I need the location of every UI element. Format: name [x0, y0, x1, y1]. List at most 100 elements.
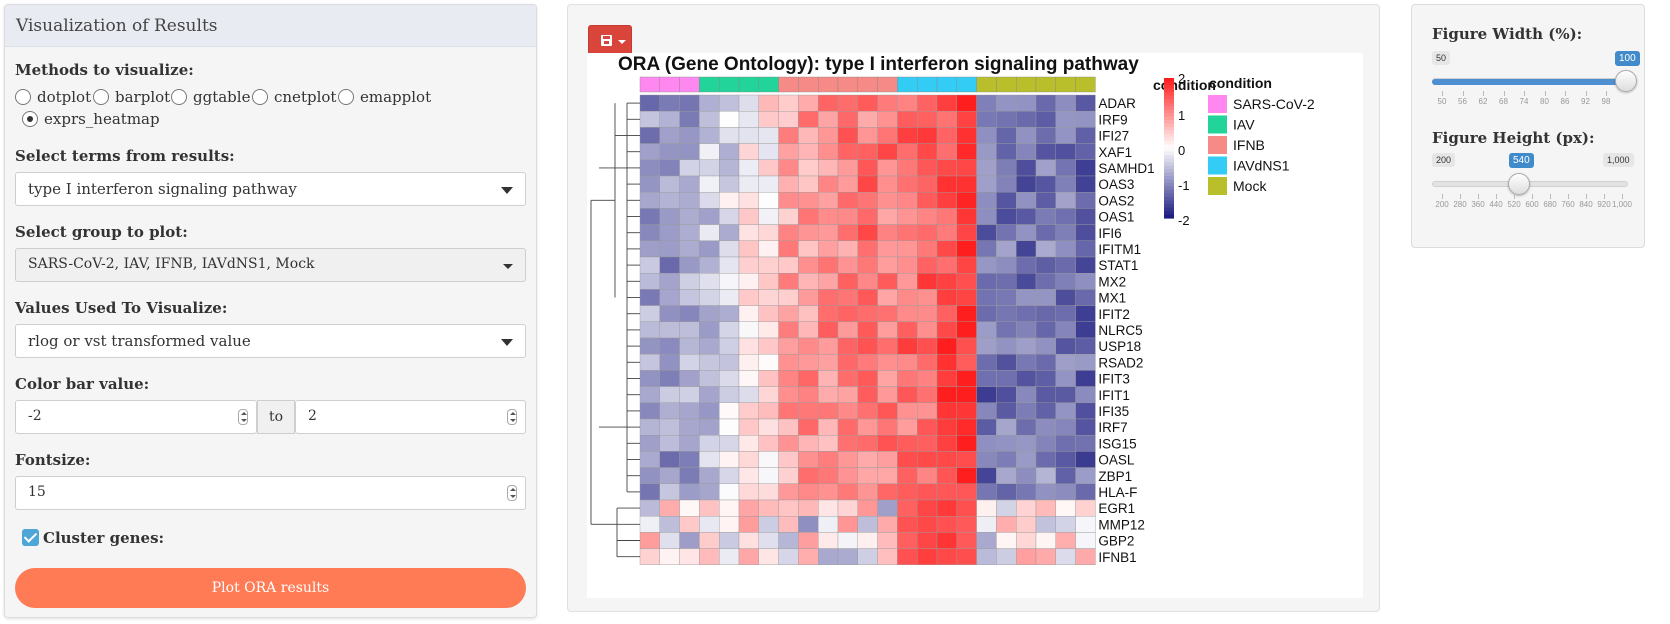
- heatmap-cell: [956, 159, 977, 177]
- radio-barplot[interactable]: barplot: [93, 88, 170, 106]
- heatmap-cell: [1035, 435, 1056, 452]
- caret-down-icon: [501, 187, 513, 194]
- slider-tick-label: 80: [1540, 97, 1549, 106]
- heatmap-cell: [936, 240, 957, 258]
- spinner-icon[interactable]: [238, 409, 248, 425]
- heatmap-cell: [917, 94, 938, 112]
- values-select[interactable]: rlog or vst transformed value: [15, 324, 526, 358]
- heatmap-cell: [817, 516, 839, 533]
- width-slider-handle[interactable]: [1615, 70, 1637, 92]
- heatmap-cell: [1055, 175, 1076, 193]
- color-scale-bar: 2 1 0 -1 -2: [1164, 71, 1190, 228]
- heatmap-cell: [699, 499, 720, 517]
- heatmap-cell: [778, 208, 799, 225]
- radio-cnetplot[interactable]: cnetplot: [252, 88, 336, 106]
- heatmap-cell: [956, 548, 977, 566]
- slider-tick: [1462, 91, 1464, 96]
- heatmap-cell: [996, 402, 1017, 420]
- fontsize-input[interactable]: 15: [15, 476, 526, 510]
- caret-down-icon: [503, 264, 513, 269]
- colorbar-to-label: to: [257, 400, 295, 434]
- radio-circle[interactable]: [15, 89, 31, 105]
- radio-ggtable[interactable]: ggtable: [171, 88, 250, 106]
- spinner-icon[interactable]: [507, 485, 517, 501]
- heatmap-cell: [917, 467, 938, 485]
- heatmap-cell: [1016, 451, 1037, 468]
- heatmap-cell: [659, 467, 680, 485]
- slider-tick: [1585, 91, 1587, 96]
- heatmap-cell: [857, 256, 878, 274]
- slider-tick: [1544, 91, 1546, 96]
- heatmap-cell: [956, 354, 977, 371]
- slider-tick-label: 74: [1519, 97, 1529, 106]
- slider-tick-label: 920: [1597, 200, 1611, 209]
- heatmap-cell: [817, 191, 839, 209]
- slider-tick: [1550, 194, 1551, 199]
- heatmap-cell: [1016, 516, 1037, 533]
- heatmap-cell: [857, 159, 878, 177]
- plot-ora-button[interactable]: Plot ORA results: [15, 568, 526, 608]
- heatmap-cell: [956, 451, 977, 468]
- heatmap-cell: [758, 370, 779, 387]
- radio-exprs-heatmap[interactable]: exprs_heatmap: [22, 110, 160, 128]
- caret-down-icon: [501, 339, 513, 346]
- cluster-genes-checkbox[interactable]: [22, 529, 39, 546]
- heatmap-cell: [897, 240, 918, 258]
- spinner-icon[interactable]: [507, 409, 517, 425]
- group-select[interactable]: SARS-CoV-2, IAV, IFNB, IAVdNS1, Mock: [15, 248, 526, 282]
- heatmap-cell: [956, 370, 977, 387]
- heatmap-cell: [679, 94, 700, 112]
- heatmap-cell: [837, 451, 858, 468]
- heatmap-cell: [857, 483, 878, 501]
- terms-select[interactable]: type I interferon signaling pathway: [15, 172, 526, 206]
- heatmap-cell: [1075, 256, 1096, 274]
- colorbar-segment: [1164, 155, 1174, 160]
- heatmap-cell: [738, 386, 759, 404]
- heatmap-cell: [976, 499, 997, 517]
- radio-circle[interactable]: [93, 89, 109, 105]
- heatmap-cell: [1035, 532, 1056, 549]
- gene-label: ADAR: [1098, 96, 1136, 111]
- radio-circle[interactable]: [338, 89, 354, 105]
- radio-circle[interactable]: [171, 89, 187, 105]
- heatmap-cell: [897, 256, 918, 274]
- save-dropdown-button[interactable]: [588, 25, 632, 55]
- annotation-cell: [1035, 76, 1056, 93]
- heatmap-cell: [718, 159, 740, 177]
- heatmap-cell: [976, 305, 997, 323]
- radio-dotplot[interactable]: dotplot: [15, 88, 91, 106]
- heatmap-cell: [976, 191, 997, 209]
- heatmap-cell: [679, 272, 700, 290]
- colorbar-min-input[interactable]: -2: [15, 400, 257, 434]
- colorbar-max-input[interactable]: 2: [295, 400, 526, 434]
- gene-label: ISG15: [1098, 436, 1136, 451]
- heatmap-cell: [718, 499, 740, 517]
- heatmap-cell: [936, 208, 957, 225]
- height-slider-handle[interactable]: [1508, 173, 1530, 195]
- heatmap-cell: [996, 435, 1017, 452]
- heatmap-cell: [1075, 337, 1096, 355]
- heatmap-cell: [699, 208, 720, 225]
- heatmap-cell: [1055, 499, 1076, 517]
- heatmap-cell: [659, 548, 680, 566]
- heatmap-cell: [699, 127, 720, 144]
- legend-swatch: [1208, 115, 1227, 134]
- radio-emapplot[interactable]: emapplot: [338, 88, 431, 106]
- heatmap-cell: [778, 127, 799, 144]
- heatmap-cell: [996, 451, 1017, 468]
- heatmap-cell: [917, 451, 938, 468]
- heatmap-cell: [699, 94, 720, 112]
- heatmap-cell: [639, 418, 660, 436]
- radio-circle-selected[interactable]: [22, 111, 38, 127]
- heatmap-cell: [936, 451, 957, 468]
- height-slider-track[interactable]: [1432, 181, 1628, 187]
- heatmap-cell: [817, 451, 839, 468]
- heatmap-cell: [837, 321, 858, 339]
- heatmap-cell: [936, 111, 957, 128]
- heatmap-cell: [738, 111, 759, 128]
- heatmap-cell: [976, 516, 997, 533]
- heatmap-cell: [1075, 532, 1096, 549]
- colorbar-segment: [1164, 134, 1174, 139]
- heatmap-cell: [1035, 208, 1056, 225]
- radio-circle[interactable]: [252, 89, 268, 105]
